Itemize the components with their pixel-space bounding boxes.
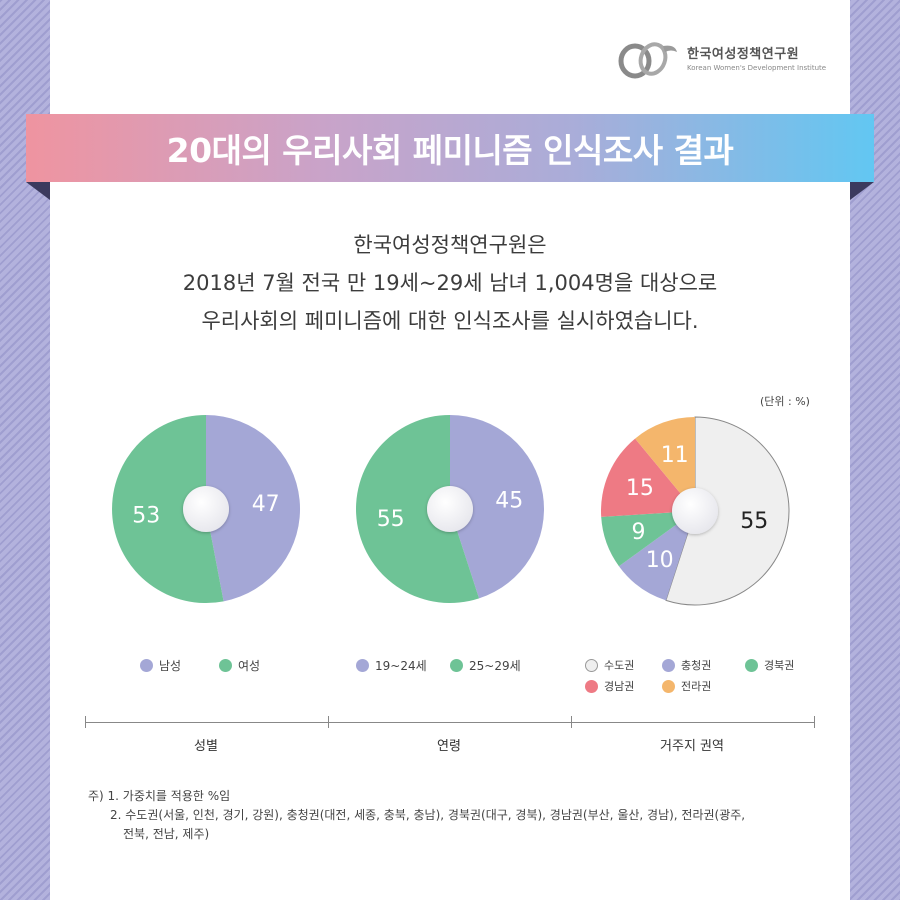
pie-slice-3-4 — [601, 438, 695, 517]
kwdi-logo-mark-icon — [618, 42, 677, 79]
legend-item-male: 남성 — [140, 657, 181, 674]
age-19-24-dot-icon — [356, 659, 369, 672]
intro-line-2: 2018년 7월 전국 만 19세~29세 남녀 1,004명을 대상으로 — [182, 271, 718, 295]
category-label-age: 연령 — [437, 739, 461, 754]
title-banner: 20대의 우리사회 페미니즘 인식조사 결과 — [26, 114, 874, 182]
kwdi-logo: 한국여성정책연구원 Korean Women's Development Ins… — [615, 40, 845, 80]
legend-label-capital: 수도권 — [604, 659, 635, 672]
pie-slice-3-1 — [665, 416, 790, 606]
pie-slice-3-2 — [618, 511, 695, 601]
logo-name-english: Korean Women's Development Institute — [687, 64, 827, 72]
legend-item-gyeongbuk: 경북권 — [745, 657, 794, 673]
intro-line-1: 한국여성정책연구원은 — [353, 233, 547, 257]
pie-center-hole-3 — [672, 488, 718, 534]
footnote-1: 주) 1. 가중치를 적용한 %임 — [88, 789, 231, 803]
axis-tick — [85, 716, 86, 728]
male-dot-icon — [140, 659, 153, 672]
pie-chart-2: 45 55 — [356, 415, 545, 603]
intro-line-3: 우리사회의 페미니즘에 대한 인식조사를 실시하였습니다. — [201, 309, 699, 333]
pie-value-label-3-1: 55 — [740, 509, 768, 534]
pie-value-label-3-5: 11 — [661, 443, 689, 468]
legend-item-female: 여성 — [219, 657, 260, 674]
logo-name-korean: 한국여성정책연구원 — [687, 47, 800, 62]
pie-value-label-3-2: 10 — [646, 548, 674, 573]
pie-center-hole-2 — [427, 486, 473, 532]
legend-item-age-19-24: 19~24세 — [356, 657, 427, 674]
axis-tick — [571, 716, 572, 728]
chungcheong-dot-icon — [662, 658, 675, 672]
pie-value-label-2-2: 55 — [377, 507, 405, 532]
pie-slice-1-2 — [112, 415, 224, 603]
legend-item-gyeongnam: 경남권 — [585, 678, 634, 694]
pie-center-hole-1 — [183, 486, 229, 532]
legend-label-gyeongnam: 경남권 — [604, 680, 635, 693]
legend-label-female: 여성 — [238, 659, 261, 673]
legend-item-jeolla: 전라권 — [662, 678, 711, 694]
legend-label-age-25-29: 25~29세 — [469, 659, 521, 673]
legend-label-gyeongbuk: 경북권 — [764, 659, 795, 672]
banner-fold-left — [26, 182, 50, 200]
intro-text: 한국여성정책연구원은 2018년 7월 전국 만 19세~29세 남녀 1,00… — [100, 226, 800, 340]
pie-value-label-3-3: 9 — [632, 520, 646, 545]
pie-value-label-3-4: 15 — [626, 476, 654, 501]
legend-label-male: 남성 — [159, 659, 182, 673]
pie-slice-2-2 — [356, 415, 480, 603]
legend-item-chungcheong: 충청권 — [662, 657, 711, 673]
footnotes: 주) 1. 가중치를 적용한 %임 2. 수도권(서울, 인천, 경기, 강원)… — [88, 787, 745, 844]
pie-slice-3-3 — [601, 511, 695, 567]
pie-chart-1: 47 53 — [112, 415, 301, 603]
pie-value-label-1-1: 47 — [252, 492, 280, 517]
age-25-29-dot-icon — [450, 659, 463, 672]
pie-slice-2-1 — [450, 415, 545, 599]
jeolla-dot-icon — [662, 679, 675, 693]
axis-tick — [814, 716, 815, 728]
gyeongbuk-dot-icon — [745, 658, 758, 672]
capital-dot-icon — [585, 658, 598, 672]
legend-label-age-19-24: 19~24세 — [375, 659, 427, 673]
category-axis-line — [85, 722, 815, 723]
female-dot-icon — [219, 659, 232, 672]
legend-item-capital: 수도권 — [585, 657, 634, 673]
unit-label: (단위 : %) — [760, 395, 810, 408]
pie-chart-3: 55 109 15 11 — [601, 416, 790, 606]
pie-slice-3-5 — [635, 417, 695, 511]
legend-label-jeolla: 전라권 — [681, 680, 712, 693]
pie-value-label-2-1: 45 — [495, 488, 523, 513]
footnote-3: 전북, 전남, 제주) — [123, 827, 210, 841]
category-label-gender: 성별 — [194, 739, 218, 754]
gyeongnam-dot-icon — [585, 679, 598, 693]
legend-label-chungcheong: 충청권 — [681, 659, 712, 672]
pie-slice-1-1 — [206, 415, 301, 602]
footnote-2: 2. 수도권(서울, 인천, 경기, 강원), 충청권(대전, 세종, 충북, … — [110, 808, 746, 822]
axis-tick — [328, 716, 329, 728]
category-label-region: 거주지 권역 — [660, 739, 724, 754]
legend-item-age-25-29: 25~29세 — [450, 657, 521, 674]
banner-fold-right — [850, 182, 874, 200]
pie-value-label-1-2: 53 — [132, 503, 160, 528]
page-title: 20대의 우리사회 페미니즘 인식조사 결과 — [166, 131, 734, 170]
